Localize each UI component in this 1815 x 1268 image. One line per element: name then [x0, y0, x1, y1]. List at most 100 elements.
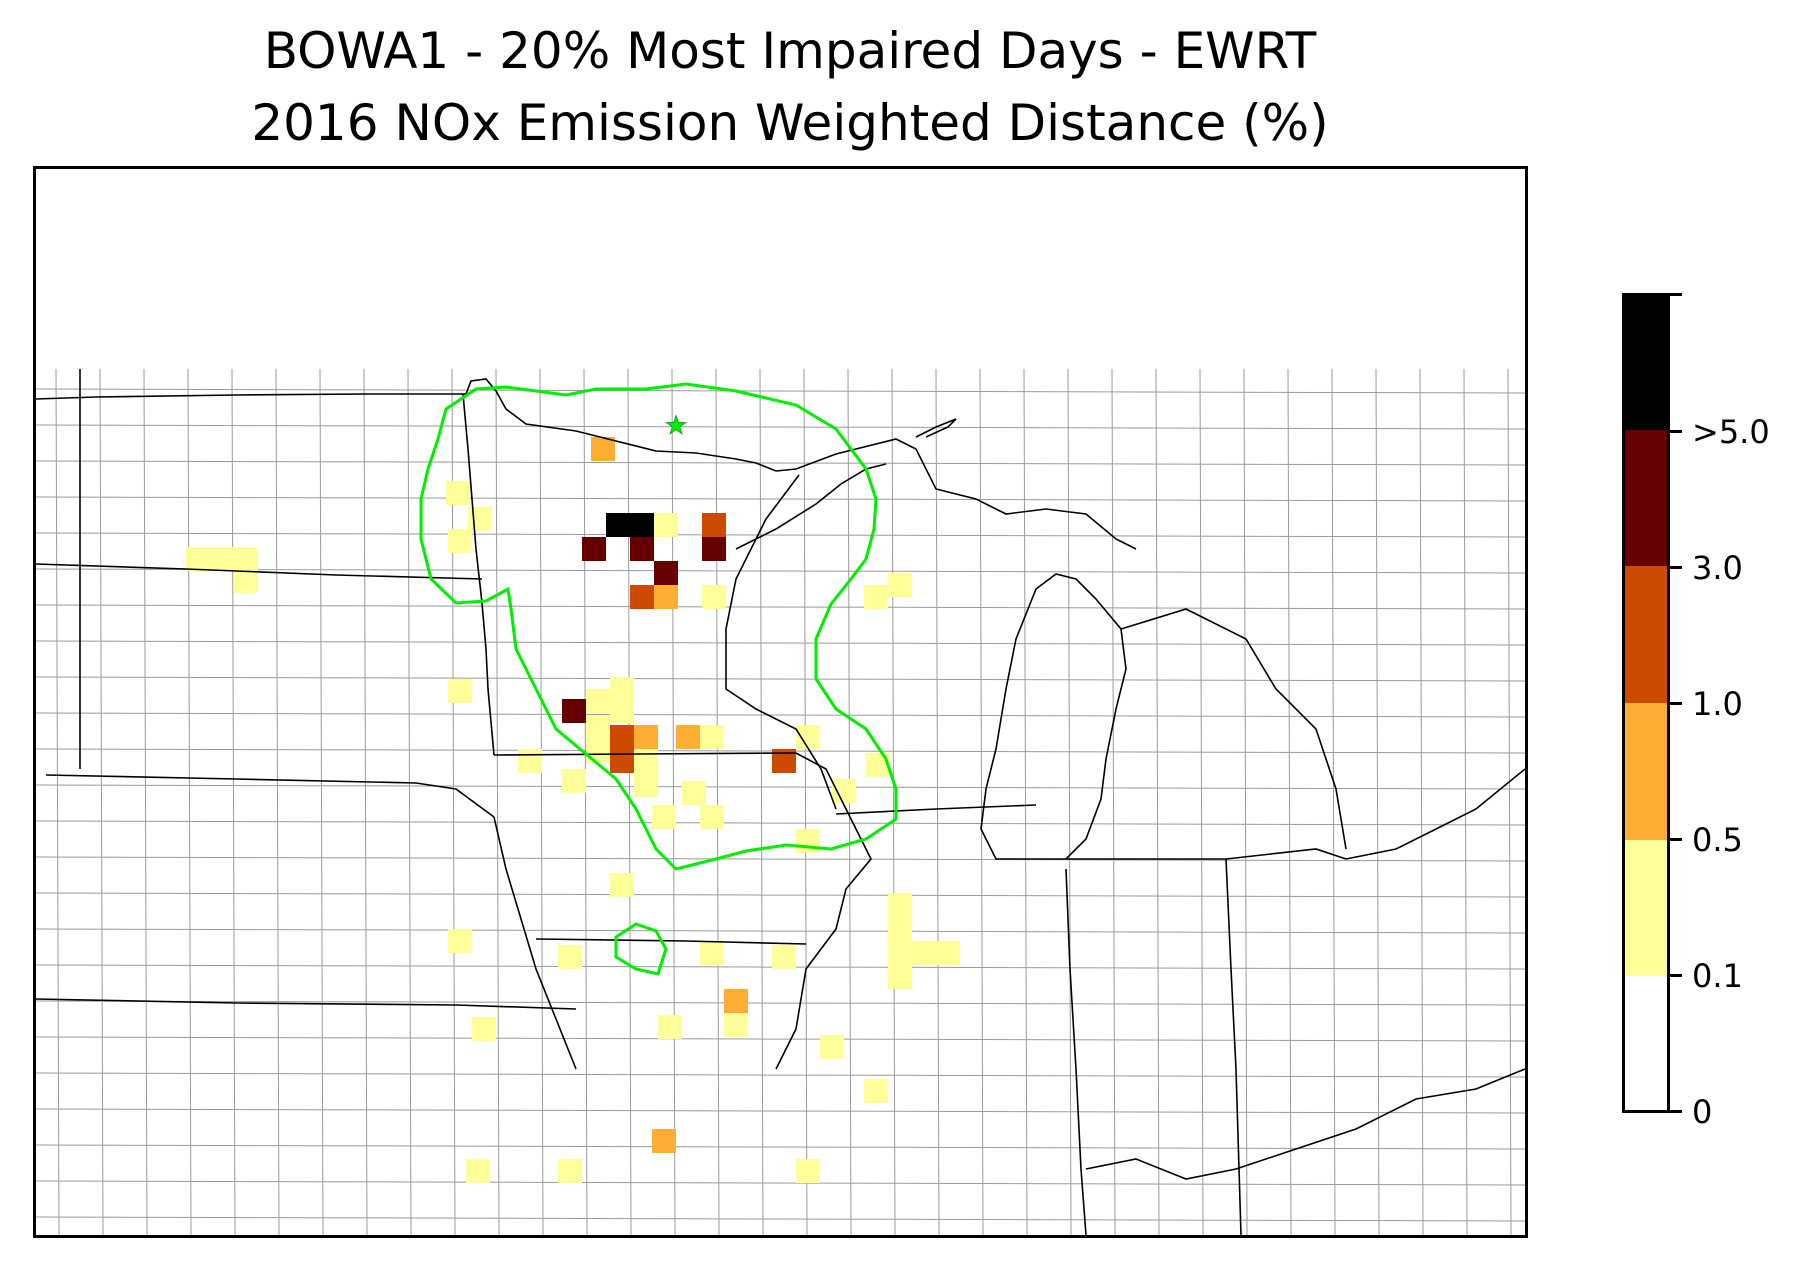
- green-star-icon: ★: [664, 411, 687, 441]
- emission-cell: [610, 873, 634, 897]
- missouri-river: [493, 816, 577, 1070]
- colorbar-label-1-0: 1.0: [1692, 685, 1743, 723]
- lake-erie-shore: [1345, 768, 1525, 860]
- emission-cell: [888, 893, 912, 917]
- emission-cell: [586, 715, 610, 739]
- emission-cell: [472, 1017, 496, 1041]
- map-panel: ★: [33, 166, 1528, 1238]
- trajectory-contour: [419, 382, 898, 871]
- county-boundaries: [36, 368, 1525, 1235]
- michigan-lower-peninsula: [1120, 608, 1347, 850]
- colorbar-label-0-1: 0.1: [1692, 957, 1743, 995]
- colorbar: [1622, 293, 1670, 1113]
- colorbar-tick: [1670, 566, 1682, 569]
- colorbar-segment: [1622, 703, 1670, 840]
- emission-cell: [466, 1159, 490, 1183]
- colorbar-label-0-5: 0.5: [1692, 821, 1743, 859]
- emission-cells: [186, 437, 960, 1183]
- il-in-border: [1065, 868, 1087, 1235]
- colorbar-segment: [1622, 293, 1670, 430]
- emission-cell: [186, 547, 210, 571]
- emission-cell: [610, 677, 634, 701]
- emission-cell: [936, 941, 960, 965]
- emission-cell: [654, 585, 678, 609]
- lake-michigan-shore: [980, 573, 1127, 860]
- wisconsin-north-shore: [735, 463, 887, 550]
- colorbar-segment: [1622, 839, 1670, 977]
- emission-cell: [864, 585, 888, 609]
- emission-cell: [610, 749, 634, 773]
- colorbar-label-0: 0: [1692, 1093, 1713, 1131]
- emission-cell: [468, 507, 492, 531]
- emission-cell: [234, 547, 258, 571]
- mn-ia-border: [493, 752, 797, 756]
- lake-superior-shore: [775, 438, 1137, 550]
- colorbar-tick: [1670, 838, 1682, 841]
- emission-cell: [700, 725, 724, 749]
- emission-cell: [652, 805, 676, 829]
- emission-cell: [912, 941, 936, 965]
- nd-sd-border: [36, 563, 483, 580]
- colorbar-tick: [1670, 293, 1682, 296]
- emission-cell: [446, 481, 470, 505]
- map-canvas: ★: [36, 368, 1525, 1235]
- emission-cell: [702, 513, 726, 537]
- emission-cell: [448, 929, 472, 953]
- map-title-line-1: BOWA1 - 20% Most Impaired Days - EWRT: [263, 22, 1317, 80]
- colorbar-segment: [1622, 566, 1670, 703]
- emission-cell: [796, 829, 820, 853]
- emission-cell: [634, 749, 658, 773]
- emission-cell: [888, 941, 912, 965]
- emission-cell: [591, 437, 615, 461]
- county-lines: [36, 368, 1525, 1235]
- emission-cell: [630, 513, 654, 537]
- emission-cell: [888, 573, 912, 597]
- emission-cell: [234, 569, 258, 593]
- emission-cell: [772, 945, 796, 969]
- isle-royale: [915, 418, 957, 438]
- emission-cell: [702, 537, 726, 561]
- emission-cell: [634, 725, 658, 749]
- map-title-line-2: 2016 NOx Emission Weighted Distance (%): [251, 94, 1329, 152]
- ohio-river: [1085, 1068, 1525, 1180]
- emission-cell: [586, 739, 610, 763]
- emission-cell: [676, 725, 700, 749]
- emission-cell: [796, 1159, 820, 1183]
- emission-cell: [558, 1159, 582, 1183]
- in-oh-border: [1225, 858, 1242, 1235]
- emission-cell: [682, 781, 706, 805]
- emission-cell: [630, 585, 654, 609]
- emission-cell: [832, 779, 856, 803]
- emission-cell: [630, 537, 654, 561]
- emission-cell: [866, 753, 890, 777]
- emission-cell: [610, 725, 634, 749]
- sd-mn-border: [481, 602, 495, 756]
- colorbar-label-gt-5-0: >5.0: [1692, 413, 1770, 451]
- emission-cell: [562, 769, 586, 793]
- emission-cell: [700, 941, 724, 965]
- colorbar-tick: [1670, 430, 1682, 433]
- emission-cell: [658, 1015, 682, 1039]
- mi-oh-border: [1225, 848, 1347, 860]
- emission-cell: [888, 965, 912, 989]
- emission-cell: [796, 725, 820, 749]
- emission-cell: [562, 699, 586, 723]
- emission-cell: [610, 699, 634, 723]
- emission-cell: [448, 529, 472, 553]
- emission-cell: [724, 989, 748, 1013]
- emission-cell: [586, 689, 610, 713]
- emission-cell: [210, 547, 234, 571]
- emission-cell: [518, 749, 542, 773]
- sd-ne-border: [45, 774, 495, 818]
- emission-cell: [654, 513, 678, 537]
- trajectory-contour-small: [614, 922, 668, 976]
- ia-mo-border: [535, 938, 807, 945]
- colorbar-frame: [1622, 293, 1670, 1113]
- emission-cell: [652, 1129, 676, 1153]
- colorbar-label-3-0: 3.0: [1692, 549, 1743, 587]
- ne-ks-border: [36, 998, 577, 1010]
- colorbar-tick: [1670, 1110, 1682, 1113]
- emission-cell: [654, 561, 678, 585]
- international-border: [36, 378, 777, 472]
- state-boundaries: [36, 369, 1525, 1235]
